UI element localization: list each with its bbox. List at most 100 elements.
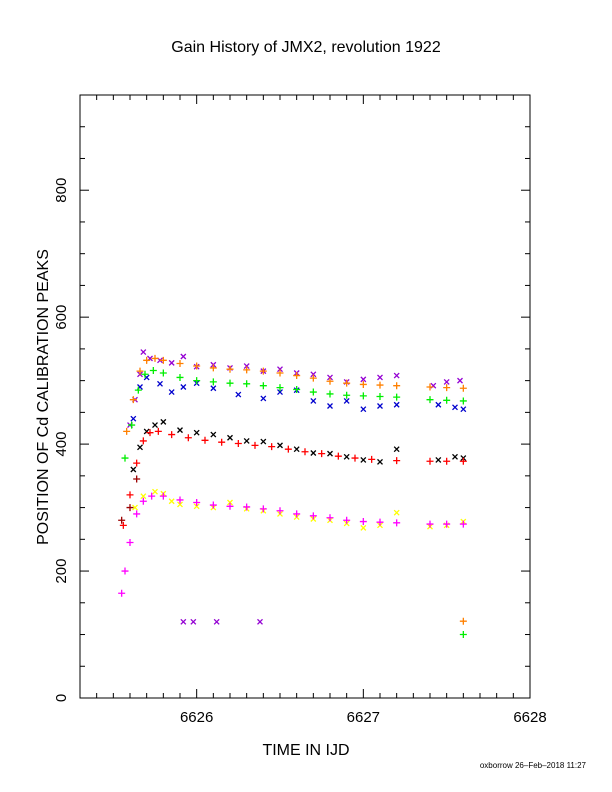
data-point	[168, 431, 176, 439]
data-point	[148, 492, 156, 500]
data-point	[393, 372, 400, 379]
data-point	[209, 501, 217, 509]
data-point	[460, 406, 467, 413]
data-point	[140, 349, 147, 356]
data-point	[126, 504, 134, 512]
data-point	[121, 454, 129, 462]
x-tick-label: 6628	[513, 709, 546, 726]
data-point	[259, 382, 267, 390]
data-point	[259, 367, 267, 375]
series-4	[130, 418, 467, 473]
data-point	[210, 431, 217, 438]
data-point	[133, 475, 141, 483]
data-point	[426, 457, 434, 465]
data-point	[160, 418, 167, 425]
data-point	[129, 396, 137, 404]
y-axis-label: POSITION OF Cd CALIBRATION PEAKS	[35, 249, 52, 545]
data-point	[360, 406, 367, 413]
data-point	[251, 441, 259, 449]
x-axis-label: TIME IN IJD	[262, 742, 349, 759]
data-point	[260, 438, 267, 445]
footer-credit: oxborrow 26–Feb–2018 11:27	[480, 761, 587, 770]
data-point	[134, 386, 142, 394]
data-point	[168, 498, 175, 505]
data-point	[132, 504, 138, 511]
data-point	[343, 516, 351, 524]
data-point	[393, 446, 400, 453]
series-7	[132, 488, 467, 531]
data-point	[309, 374, 317, 382]
data-point	[277, 389, 283, 396]
series-6	[118, 475, 141, 524]
y-tick-label: 200	[53, 559, 70, 584]
data-point	[334, 452, 342, 460]
data-point	[310, 371, 317, 378]
data-point	[351, 454, 359, 462]
data-point	[326, 377, 334, 385]
data-point	[359, 392, 367, 400]
x-tick-label: 6627	[347, 709, 380, 726]
data-point	[210, 385, 217, 392]
data-point	[209, 364, 217, 372]
data-point	[243, 363, 250, 369]
y-tick-label: 800	[53, 178, 70, 203]
data-point	[243, 380, 251, 388]
data-point	[243, 503, 251, 511]
data-point	[426, 396, 434, 404]
data-point	[377, 374, 383, 381]
data-point	[343, 453, 350, 460]
data-point	[257, 618, 263, 625]
data-point	[284, 445, 292, 453]
data-point	[180, 618, 187, 625]
data-point	[443, 457, 451, 465]
data-point	[426, 520, 434, 528]
data-point	[159, 492, 167, 500]
data-point	[226, 502, 234, 510]
data-point	[180, 384, 187, 390]
data-point	[309, 512, 317, 520]
data-point	[276, 507, 284, 515]
series-1	[130, 374, 467, 422]
data-point	[184, 434, 192, 442]
data-point	[193, 377, 201, 385]
series-0	[127, 349, 463, 625]
data-point	[376, 381, 384, 389]
chart-title: Gain History of JMX2, revolution 1922	[171, 39, 441, 56]
data-point	[426, 383, 434, 391]
x-tick-label: 6626	[180, 709, 213, 726]
data-point	[359, 518, 367, 526]
data-point	[123, 427, 131, 435]
data-point	[443, 520, 451, 528]
data-point	[459, 631, 467, 639]
data-point	[393, 382, 401, 390]
data-point	[452, 404, 458, 411]
data-point	[327, 450, 333, 457]
data-point	[152, 488, 158, 495]
data-point	[243, 366, 251, 374]
data-point	[377, 458, 383, 465]
data-point	[326, 514, 334, 522]
data-point	[343, 391, 351, 399]
y-tick-label: 600	[53, 305, 70, 330]
data-point	[459, 384, 467, 392]
data-point	[118, 589, 126, 597]
data-point	[368, 455, 376, 463]
data-point	[293, 386, 301, 394]
data-point	[376, 518, 384, 526]
data-point	[360, 457, 367, 463]
data-point	[121, 567, 129, 575]
data-point	[193, 503, 200, 510]
data-point	[277, 442, 283, 449]
data-point	[259, 505, 267, 513]
data-point	[177, 501, 183, 508]
data-point	[143, 356, 151, 364]
data-point	[459, 617, 467, 625]
data-point	[218, 438, 226, 446]
data-point	[193, 429, 200, 436]
data-point	[201, 436, 209, 444]
data-point	[141, 370, 149, 378]
data-point	[443, 396, 451, 404]
data-point	[149, 366, 157, 374]
data-point	[176, 359, 184, 367]
